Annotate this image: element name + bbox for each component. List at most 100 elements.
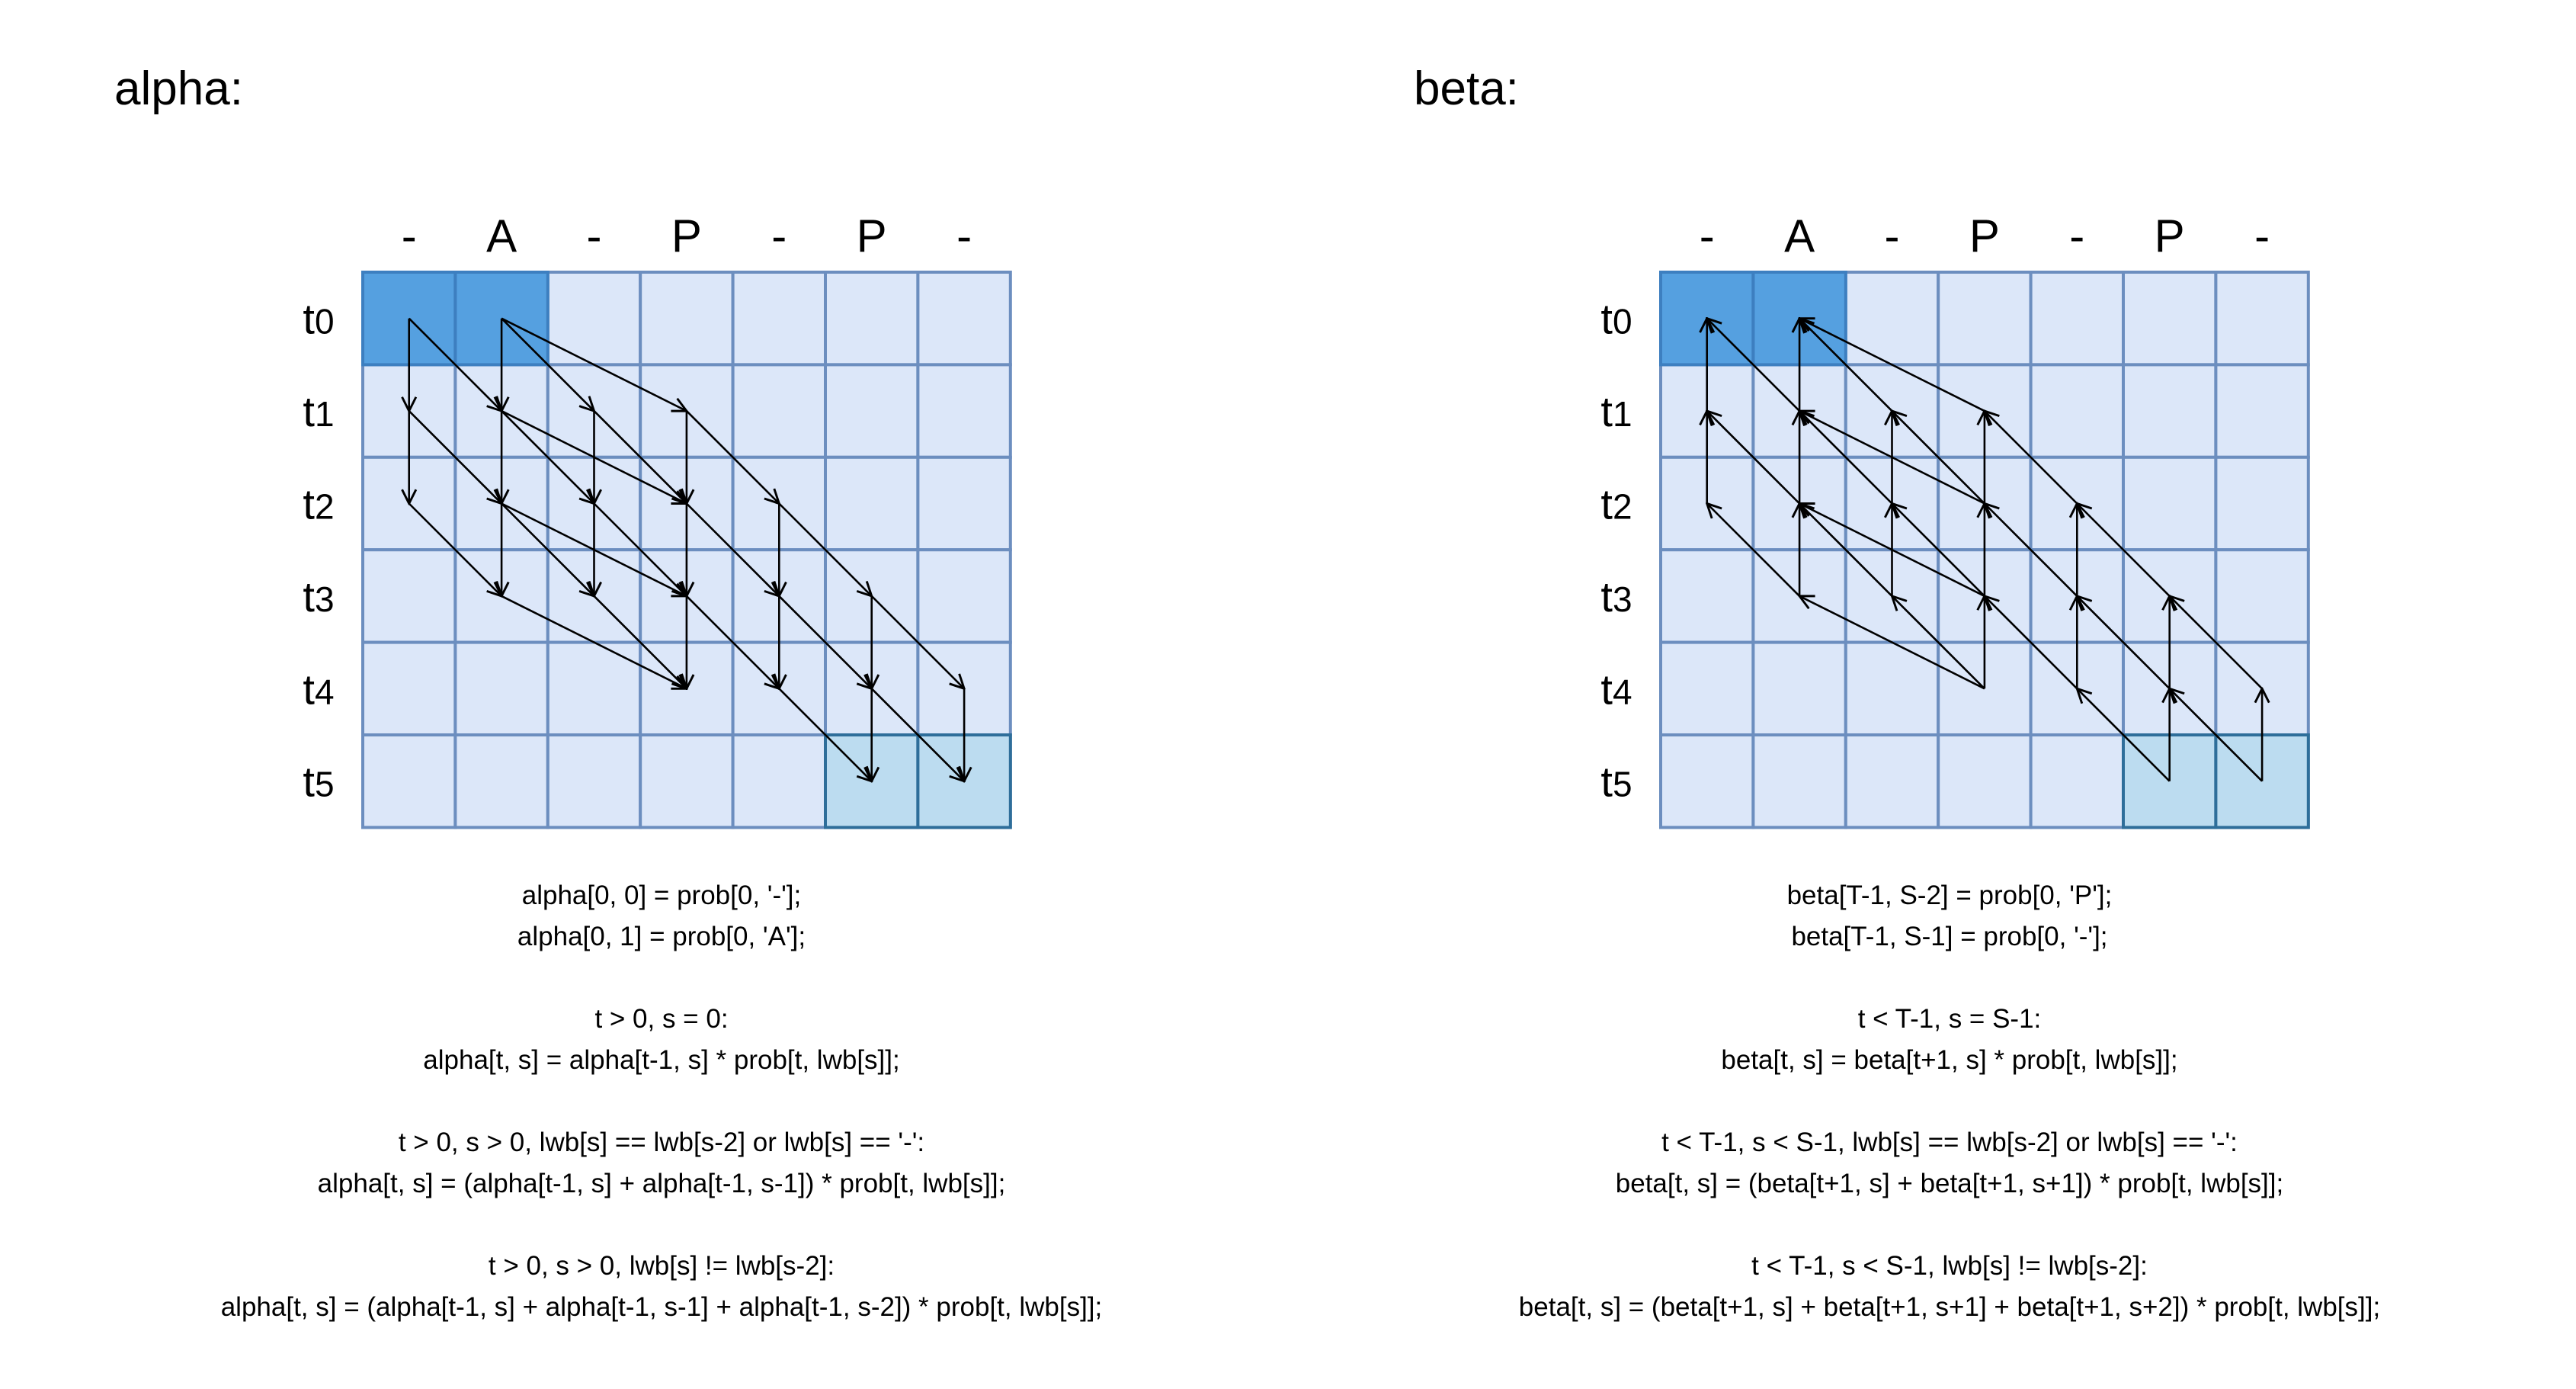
alpha-cell-t3-s6 <box>916 548 1012 644</box>
alpha-column-label-6: - <box>956 210 972 261</box>
beta-cell-t5-s2 <box>1844 733 1940 829</box>
alpha-formula-line <box>128 958 1195 999</box>
alpha-cell-t0-s6 <box>916 271 1012 367</box>
alpha-cell-t5-s0 <box>361 733 457 829</box>
alpha-cell-t5-s2 <box>546 733 642 829</box>
alpha-row-label-2: t2 <box>303 480 334 528</box>
alpha-grid <box>361 271 1012 829</box>
beta-row-label-1: t1 <box>1600 387 1632 435</box>
alpha-formula-line: alpha[t, s] = (alpha[t-1, s] + alpha[t-1… <box>220 1292 1103 1322</box>
alpha-column-label-4: - <box>771 210 787 261</box>
alpha-formula-line: t > 0, s > 0, lwb[s] != lwb[s-2]: <box>488 1251 835 1281</box>
alpha-row-label-4: t4 <box>303 665 334 713</box>
beta-formula-line <box>1416 958 2483 999</box>
alpha-column-label-1: A <box>486 210 517 261</box>
alpha-cell-t1-s4 <box>731 363 827 459</box>
beta-column-label-5: P <box>2155 210 2185 261</box>
alpha-row-label-0: t0 <box>303 295 334 343</box>
beta-transition-arrow <box>1892 411 1985 505</box>
alpha-transition-arrow <box>778 502 871 596</box>
beta-transition-arrow <box>1985 596 2078 690</box>
beta-formula-line: t < T-1, s < S-1, lwb[s] != lwb[s-2]: <box>1751 1251 2148 1281</box>
alpha-transition-arrows <box>408 317 964 781</box>
alpha-transition-arrow <box>870 595 964 688</box>
alpha-transition-arrow <box>408 502 501 596</box>
alpha-formula-line <box>128 1205 1195 1246</box>
alpha-transition-arrow <box>501 317 687 411</box>
beta-cell-t1-s6 <box>2214 363 2310 459</box>
beta-row-label-4: t4 <box>1600 665 1632 713</box>
alpha-row-label-1: t1 <box>303 387 334 435</box>
beta-transition-arrow <box>2077 504 2171 597</box>
beta-transition-arrow <box>1892 504 1985 597</box>
alpha-transition-arrow <box>685 502 779 596</box>
alpha-cell-t5-s1 <box>453 733 549 829</box>
alpha-transition-arrow <box>593 595 687 688</box>
beta-formula-line: beta[T-1, S-1] = prob[0, '-']; <box>1791 922 2108 951</box>
alpha-transition-arrow <box>408 317 501 411</box>
beta-transition-arrow <box>1799 411 1893 505</box>
alpha-transition-arrow <box>778 688 871 781</box>
alpha-transition-arrow <box>501 410 594 503</box>
beta-row-label-3: t3 <box>1600 573 1632 621</box>
alpha-cell-t5-s3 <box>639 733 735 829</box>
alpha-transition-arrow <box>870 688 964 781</box>
beta-formula-line: beta[t, s] = beta[t+1, s] * prob[t, lwb[… <box>1721 1045 2178 1075</box>
beta-axis-labels: - A - P - P - t0 t1 t2 t3 t4 t5 <box>1600 210 2270 806</box>
beta-column-label-6: - <box>2254 210 2270 261</box>
beta-transition-arrow <box>1985 411 2078 505</box>
beta-transition-arrow <box>1707 411 1801 505</box>
beta-cell-t2-s5 <box>2122 455 2218 552</box>
alpha-formula-line: alpha[0, 0] = prob[0, '-']; <box>521 881 802 910</box>
alpha-transition-arrow <box>501 317 594 411</box>
alpha-column-label-5: P <box>857 210 887 261</box>
beta-transition-arrow <box>2077 688 2171 782</box>
alpha-row-label-5: t5 <box>303 758 334 806</box>
beta-cell-t0-s6 <box>2214 271 2310 367</box>
alpha-column-label-3: P <box>671 210 702 261</box>
beta-cell-t0-s2 <box>1844 271 1940 367</box>
beta-cell-t2-s6 <box>2214 455 2310 552</box>
alpha-column-label-0: - <box>402 210 417 261</box>
alpha-cell-t2-s6 <box>916 455 1012 552</box>
beta-column-label-1: A <box>1784 210 1815 261</box>
alpha-transition-arrow <box>778 595 871 688</box>
beta-transition-arrow <box>1707 319 1801 412</box>
beta-cell-t5-s1 <box>1751 733 1847 829</box>
beta-transition-arrow <box>2170 596 2264 690</box>
beta-transition-arrow <box>2170 688 2264 782</box>
alpha-transition-arrow <box>501 502 594 596</box>
beta-transition-arrow <box>2077 596 2171 690</box>
beta-cell-t1-s4 <box>2029 363 2126 459</box>
alpha-formula-line: alpha[t, s] = (alpha[t-1, s] + alpha[t-1… <box>317 1169 1006 1198</box>
beta-cell-t5-s0 <box>1659 733 1755 829</box>
beta-cell-t3-s6 <box>2214 548 2310 644</box>
beta-transition-arrow <box>1799 504 1893 597</box>
beta-transition-arrow <box>1707 504 1801 597</box>
alpha-formula-line <box>128 1081 1195 1122</box>
alpha-cell-t0-s5 <box>824 271 920 367</box>
beta-formula-line: beta[T-1, S-2] = prob[0, 'P']; <box>1786 881 2113 910</box>
alpha-formula-line: alpha[0, 1] = prob[0, 'A']; <box>517 922 806 951</box>
alpha-cell-t5-s4 <box>731 733 827 829</box>
beta-formula-line <box>1416 1205 2483 1246</box>
beta-cell-t0-s4 <box>2029 271 2126 367</box>
beta-cell-t5-s3 <box>1937 733 2033 829</box>
alpha-cell-t4-s2 <box>546 640 642 736</box>
beta-cell-t1-s5 <box>2122 363 2218 459</box>
alpha-transition-arrow <box>593 410 687 503</box>
beta-cell-t0-s3 <box>1937 271 2033 367</box>
beta-formula-line: beta[t, s] = (beta[t+1, s] + beta[t+1, s… <box>1518 1292 2381 1322</box>
alpha-column-label-2: - <box>587 210 602 261</box>
alpha-transition-arrow <box>593 502 687 596</box>
beta-transition-arrows <box>1707 319 2264 782</box>
beta-transition-arrow <box>1799 596 1985 690</box>
beta-transition-arrow <box>1799 319 1985 412</box>
beta-formula-line: beta[t, s] = (beta[t+1, s] + beta[t+1, s… <box>1615 1169 2284 1198</box>
beta-transition-arrow <box>1892 596 1985 690</box>
beta-cell-t3-s0 <box>1659 548 1755 644</box>
beta-column-label-2: - <box>1885 210 1900 261</box>
beta-transition-arrow <box>1985 504 2078 597</box>
alpha-cell-t0-s4 <box>731 271 827 367</box>
